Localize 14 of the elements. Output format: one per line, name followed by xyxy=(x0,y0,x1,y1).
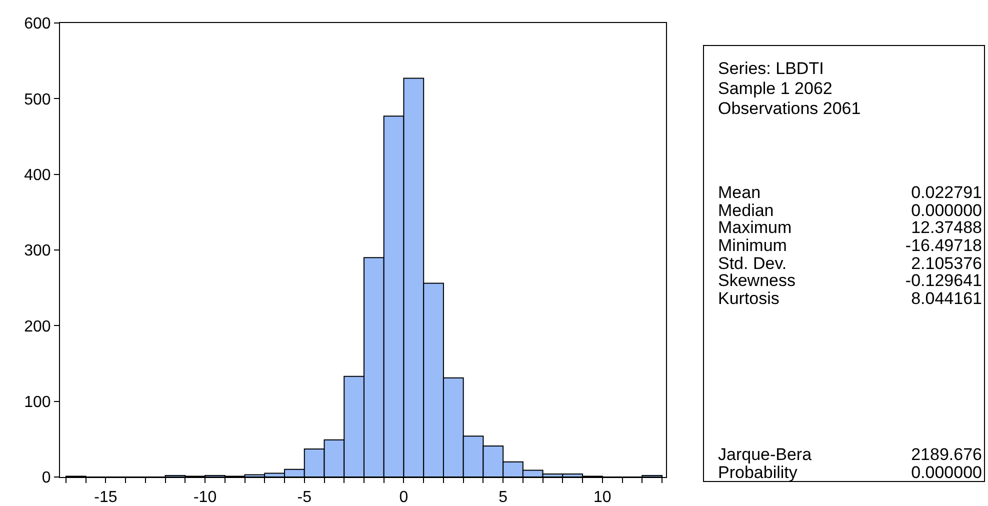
y-tick-label: 600 xyxy=(24,16,51,33)
y-tick-label: 300 xyxy=(24,242,51,260)
y-tick-label: 100 xyxy=(24,394,51,411)
y-tick-label: 500 xyxy=(24,91,51,108)
x-tick-label: 5 xyxy=(498,489,508,506)
y-tick-label: 200 xyxy=(24,318,51,336)
statistics-panel: Series: LBDTI Sample 1 2062 Observations 2061 Mean 0.022791 Median 0.000000 Maximum 12.37488 Minimum -16.49718 Std. Dev. 2.105376 Skewness -0.129641 Kurtosis 8.044161 Jarque-Bera 2189.676 Probability 0.000000 xyxy=(703,45,985,482)
y-tick-label: 0 xyxy=(42,470,51,487)
x-tick-label: 0 xyxy=(399,489,408,506)
x-tick-label: -5 xyxy=(297,489,312,506)
x-tick-label: -15 xyxy=(94,489,118,506)
x-tick-label: -10 xyxy=(193,489,217,506)
y-tick-label: 400 xyxy=(24,166,51,184)
x-tick-label: 10 xyxy=(594,489,612,506)
